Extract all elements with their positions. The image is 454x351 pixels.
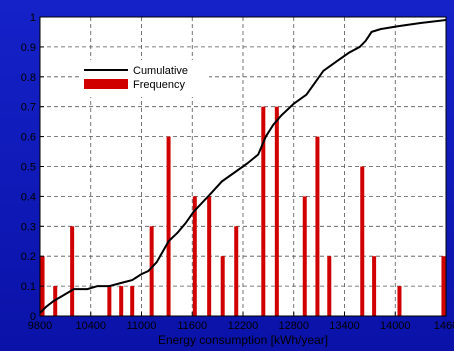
x-axis-label: Energy consumption [kWh/year] bbox=[158, 333, 328, 347]
legend-cumulative-label: Cumulative bbox=[133, 65, 188, 77]
frequency-bar bbox=[149, 226, 154, 316]
frequency-bar bbox=[327, 256, 332, 316]
frequency-bar bbox=[261, 106, 266, 316]
y-tick-label: 0 bbox=[30, 311, 36, 323]
x-tick-label: 11600 bbox=[177, 320, 207, 332]
x-tick-label: 9800 bbox=[28, 320, 52, 332]
frequency-bar bbox=[70, 226, 75, 316]
frequency-bar bbox=[397, 286, 402, 316]
y-tick-label: 0.7 bbox=[21, 102, 36, 114]
x-tick-label: 13400 bbox=[329, 320, 360, 332]
y-tick-label: 0.9 bbox=[21, 42, 36, 54]
legend-frequency-swatch bbox=[84, 79, 128, 89]
x-tick-label: 11000 bbox=[127, 320, 157, 332]
x-tick-label: 12200 bbox=[228, 320, 259, 332]
legend: Cumulative Frequency bbox=[80, 60, 209, 97]
frequency-bar bbox=[441, 256, 446, 316]
y-tick-label: 1 bbox=[30, 12, 36, 24]
y-tick-label: 0.3 bbox=[21, 221, 36, 233]
frequency-bar bbox=[372, 256, 377, 316]
frequency-bar bbox=[234, 226, 239, 316]
y-tick-label: 0.5 bbox=[21, 162, 36, 174]
frequency-bar bbox=[192, 196, 197, 316]
frequency-bar bbox=[166, 136, 171, 316]
cumulative-line bbox=[39, 19, 447, 314]
legend-frequency-label: Frequency bbox=[133, 79, 185, 91]
frequency-bar bbox=[360, 166, 365, 316]
y-tick-label: 0.6 bbox=[21, 132, 36, 144]
y-tick-label: 0.8 bbox=[21, 72, 36, 84]
frequency-bar bbox=[302, 196, 307, 316]
frequency-bar bbox=[119, 286, 124, 316]
frequency-bar bbox=[207, 196, 212, 316]
y-tick-label: 0.1 bbox=[21, 281, 36, 293]
axis-ticks: 9800 10400 11000 11600 12200 12800 13400 14000 1… bbox=[21, 12, 454, 332]
frequency-bar bbox=[107, 286, 112, 316]
x-tick-label: 12800 bbox=[278, 320, 309, 332]
x-tick-label: 14000 bbox=[380, 320, 411, 332]
y-tick-label: 0.2 bbox=[21, 251, 36, 263]
x-tick-label: 10400 bbox=[75, 320, 106, 332]
frequency-bar bbox=[315, 136, 320, 316]
frequency-bar bbox=[130, 286, 135, 316]
legend-box bbox=[80, 60, 209, 97]
y-tick-label: 0.4 bbox=[21, 191, 36, 203]
frequency-bar bbox=[220, 256, 225, 316]
frequency-bar bbox=[274, 106, 279, 316]
